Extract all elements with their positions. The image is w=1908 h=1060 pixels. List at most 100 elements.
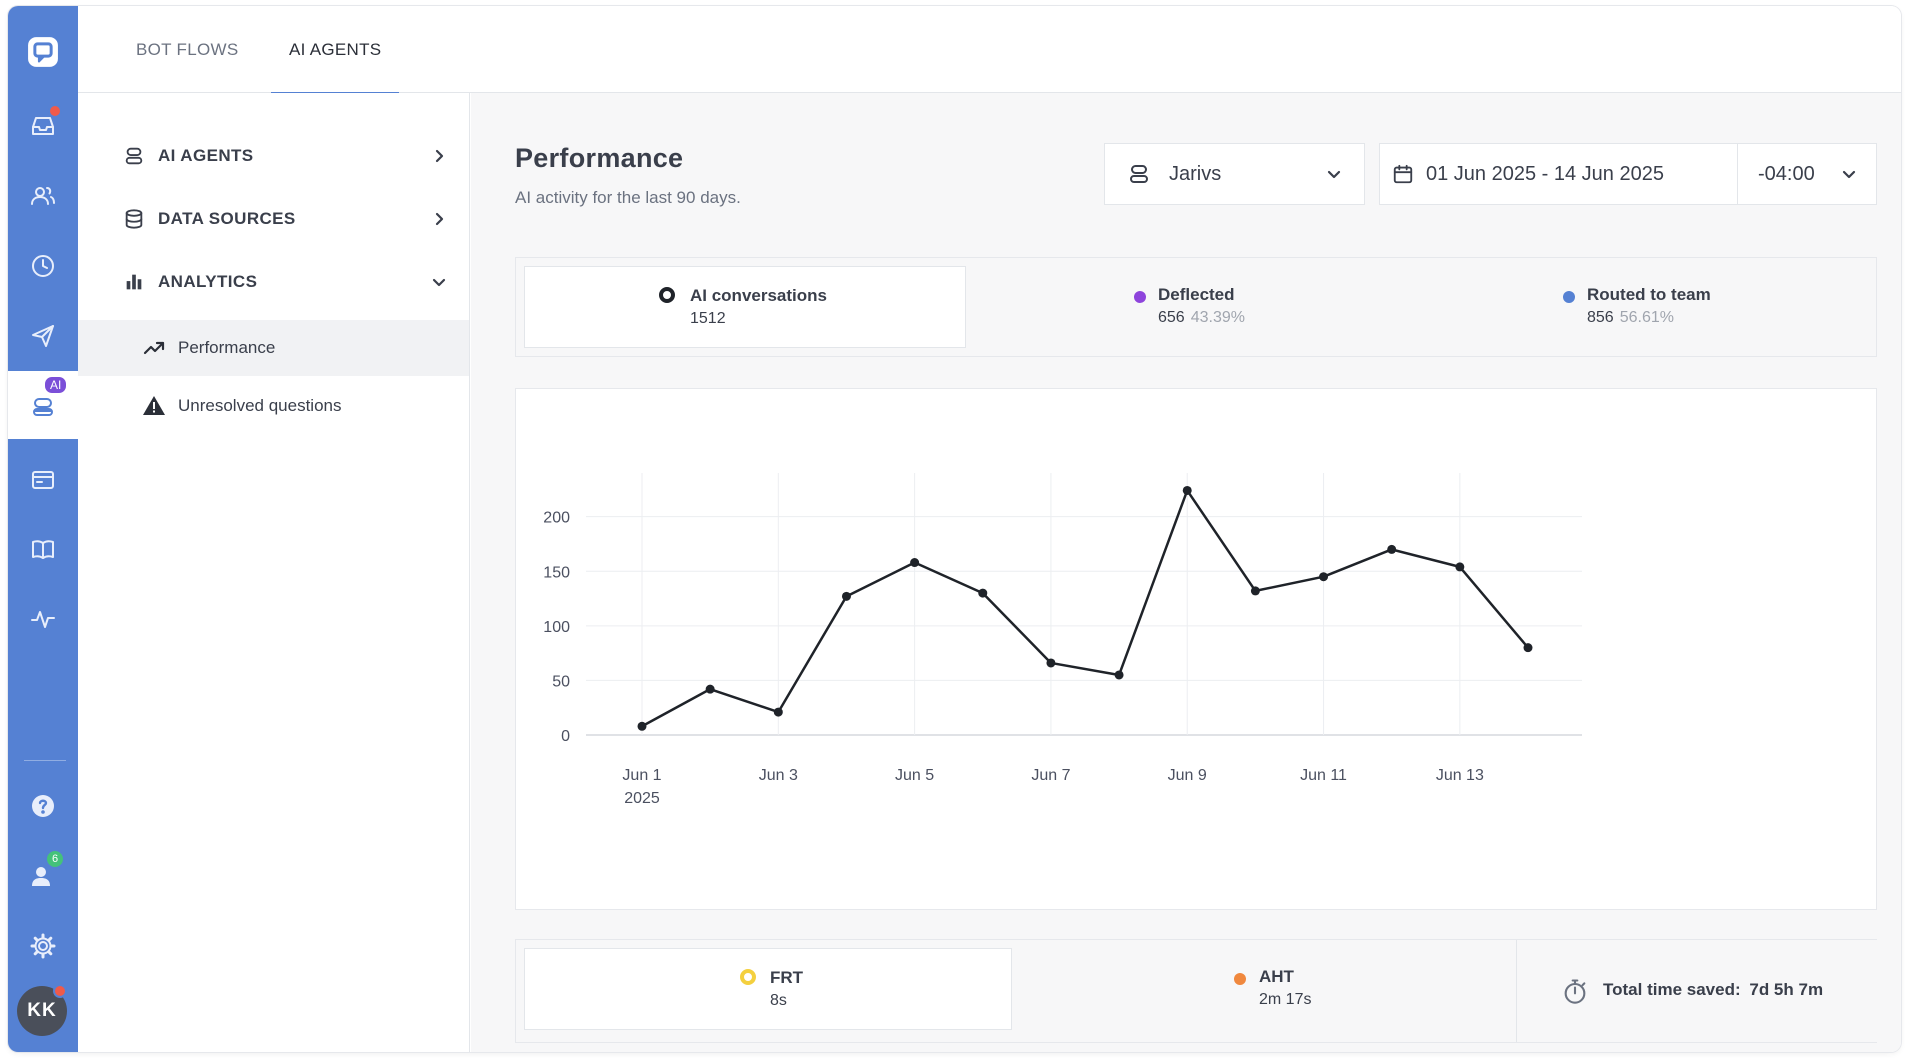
chevron-down-icon — [1842, 170, 1856, 179]
main-content: Performance AI activity for the last 90 … — [471, 93, 1901, 1052]
y-tick-label: 50 — [552, 673, 570, 690]
team-badge: 6 — [46, 850, 64, 868]
stat-frt[interactable]: FRT 8s — [524, 948, 1012, 1030]
x-tick-label: Jun 13 — [1436, 767, 1484, 784]
stat-name: Deflected — [1158, 285, 1235, 304]
y-tick-label: 200 — [543, 510, 570, 527]
stat-deflected[interactable]: Deflected 656 43.39% — [996, 258, 1416, 356]
sidenav-subitem-performance[interactable]: Performance — [78, 320, 469, 376]
x-year-label: 2025 — [624, 790, 660, 807]
y-tick-label: 0 — [561, 728, 570, 745]
database-icon — [122, 207, 146, 231]
calendar-icon — [1393, 164, 1413, 184]
chat-logo-icon[interactable] — [8, 24, 78, 80]
performance-line-chart: 0 50 100 150 200 Jun 1 Jun 3 Jun 5 Jun 7 Jun 9 Jun… — [543, 473, 1582, 807]
data-point — [705, 684, 715, 694]
page-title: Performance — [515, 143, 684, 173]
ai-bot-icon[interactable]: AI — [8, 371, 78, 439]
sidenav-item-label: ANALYTICS — [158, 272, 258, 291]
inbox-unread-dot — [48, 104, 62, 118]
series-line — [641, 489, 1529, 728]
ai-badge: AI — [44, 376, 68, 394]
stat-pct: 56.61% — [1619, 309, 1674, 326]
inbox-icon[interactable] — [8, 98, 78, 154]
time-saved-value: 7d 5h 7m — [1749, 980, 1824, 999]
sidenav-item-data-sources[interactable]: DATA SOURCES — [78, 191, 470, 247]
cards-icon[interactable] — [8, 452, 78, 508]
data-point — [910, 558, 920, 568]
user-avatar[interactable]: KK — [17, 984, 67, 1036]
rail-divider — [24, 760, 66, 761]
agent-select-value: Jarivs — [1169, 162, 1222, 185]
sidenav-item-analytics[interactable]: ANALYTICS — [78, 254, 470, 310]
timezone-select[interactable]: -04:00 — [1737, 143, 1877, 205]
data-point — [1250, 586, 1260, 596]
sidenav-subitem-unresolved-questions[interactable]: Unresolved questions — [78, 378, 469, 434]
x-tick-label: Jun 9 — [1168, 767, 1207, 784]
chevron-right-icon — [430, 147, 448, 165]
stat-value: 656 — [1158, 309, 1185, 326]
bot-icon — [122, 144, 146, 168]
stat-aht-dot — [1234, 973, 1246, 985]
avatar-initials: KK — [27, 1000, 57, 1021]
stat-aht[interactable]: AHT 2m 17s — [1016, 940, 1516, 1042]
contacts-icon[interactable] — [8, 168, 78, 224]
data-point — [773, 707, 783, 717]
avatar-status-dot — [53, 984, 67, 998]
stopwatch-icon — [1564, 979, 1586, 1004]
date-range-picker[interactable]: 01 Jun 2025 - 14 Jun 2025 — [1379, 143, 1738, 205]
stat-value: 2m 17s — [1259, 991, 1312, 1008]
divider — [1516, 940, 1517, 1042]
data-point — [1182, 485, 1192, 495]
settings-gear-icon[interactable] — [8, 918, 78, 974]
warning-icon — [142, 394, 166, 418]
stat-value-line: 656 43.39% — [1158, 309, 1245, 327]
x-tick-label: Jun 1 — [622, 767, 661, 784]
chevron-right-icon — [430, 210, 448, 228]
total-time-saved: Total time saved: 7d 5h 7m — [1517, 940, 1877, 1042]
team-icon[interactable]: 6 — [8, 848, 78, 904]
stat-routed-to-team[interactable]: Routed to team 856 56.61% — [1426, 258, 1866, 356]
stat-name: Routed to team — [1587, 285, 1711, 304]
time-saved-label: Total time saved: — [1603, 980, 1741, 999]
sidenav-item-label: AI AGENTS — [158, 146, 254, 165]
bot-icon — [1130, 165, 1148, 183]
data-point — [1523, 643, 1533, 653]
sidenav-subitem-label: Performance — [178, 338, 276, 357]
tab-bot-flows-label: BOT FLOWS — [136, 39, 239, 59]
data-point — [841, 591, 851, 601]
stat-frt-dot — [740, 969, 756, 985]
stat-ai-conversations-dot — [659, 287, 675, 303]
sidenav-item-ai-agents[interactable]: AI AGENTS — [78, 128, 470, 184]
tab-bot-flows[interactable]: BOT FLOWS — [136, 6, 239, 93]
agent-select[interactable]: Jarivs — [1104, 143, 1365, 205]
date-range-value: 01 Jun 2025 - 14 Jun 2025 — [1426, 162, 1664, 185]
page-subtitle: AI activity for the last 90 days. — [515, 188, 741, 207]
stat-name: AI conversations — [690, 286, 827, 305]
activity-pulse-icon[interactable] — [8, 591, 78, 647]
sidenav-item-label: DATA SOURCES — [158, 209, 296, 228]
bottom-stats-card: FRT 8s AHT 2m 17s Total time saved: 7d 5… — [515, 939, 1877, 1043]
trend-up-icon — [142, 336, 166, 360]
history-clock-icon[interactable] — [8, 238, 78, 294]
top-tab-bar: BOT FLOWS AI AGENTS — [78, 6, 1901, 94]
stat-ai-conversations[interactable]: AI conversations 1512 — [524, 266, 966, 348]
help-icon[interactable] — [8, 778, 78, 834]
knowledge-book-icon[interactable] — [8, 521, 78, 577]
left-rail: AI 6 KK — [8, 6, 78, 1052]
stat-value: 8s — [770, 992, 787, 1009]
timezone-value: -04:00 — [1758, 162, 1815, 185]
chevron-down-icon — [430, 273, 448, 291]
app-window: AI 6 KK BOT FLOWS AI AGENTS — [8, 6, 1901, 1052]
data-point — [1455, 562, 1465, 572]
chart-card: 0 50 100 150 200 Jun 1 Jun 3 Jun 5 Jun 7 Jun 9 Jun… — [515, 388, 1877, 910]
data-point — [1387, 544, 1397, 554]
tab-ai-agents[interactable]: AI AGENTS — [271, 6, 400, 94]
send-campaign-icon[interactable] — [8, 308, 78, 364]
chevron-down-icon — [1327, 170, 1341, 179]
time-saved-line: Total time saved: 7d 5h 7m — [1603, 980, 1823, 1000]
stats-card: AI conversations 1512 Deflected 656 43.39… — [515, 257, 1877, 357]
stat-name: FRT — [770, 968, 804, 987]
y-tick-label: 100 — [543, 619, 570, 636]
x-tick-label: Jun 3 — [759, 767, 798, 784]
